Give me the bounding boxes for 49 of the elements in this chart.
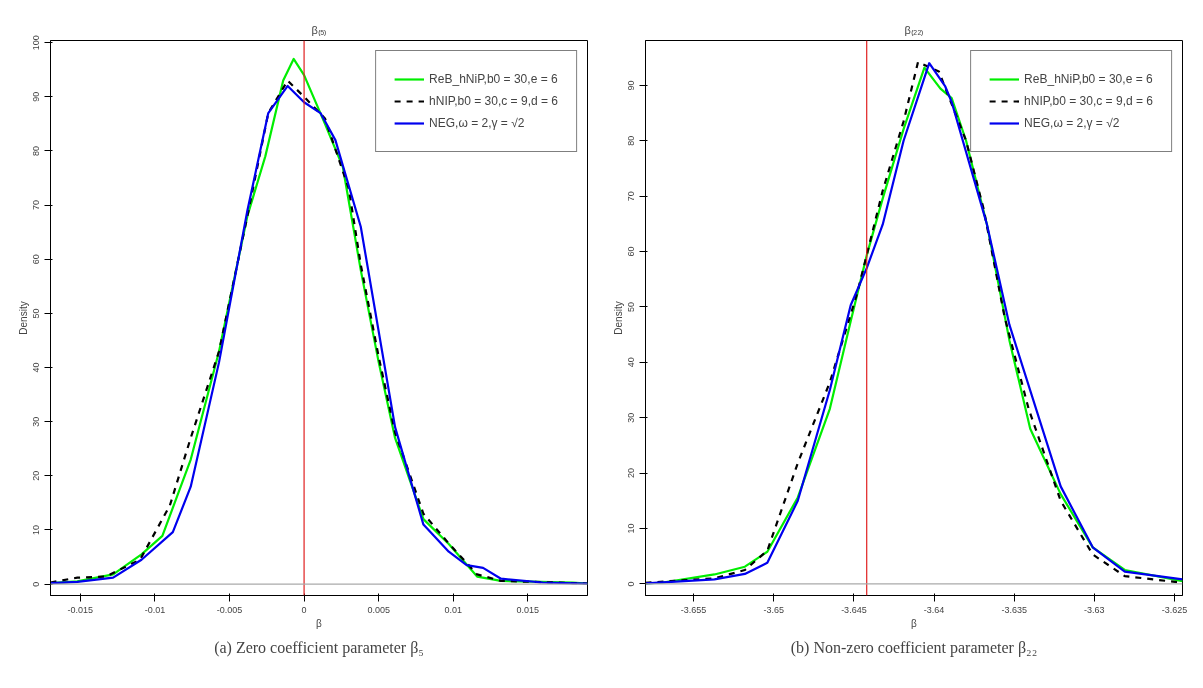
- legend-label: ReB_hNiP,b0 = 30,e = 6: [429, 72, 558, 86]
- y-tick-label: 30: [626, 412, 637, 423]
- y-tick-label: 30: [31, 416, 42, 427]
- chart-title: β₍₅₎: [311, 23, 327, 36]
- x-tick-label: -0.005: [216, 604, 243, 615]
- x-tick-label: -3.645: [841, 604, 867, 615]
- x-tick-label: -3.65: [763, 604, 784, 615]
- y-tick-label: 40: [31, 362, 42, 373]
- y-tick-label: 60: [626, 246, 637, 257]
- x-tick-label: -3.635: [1001, 604, 1027, 615]
- y-tick-label: 20: [626, 468, 637, 479]
- x-tick-label: -3.64: [923, 604, 945, 615]
- y-axis-title: Density: [612, 301, 624, 335]
- y-tick-label: 70: [31, 200, 42, 211]
- x-tick-label: 0: [301, 604, 307, 615]
- x-tick-label: 0.01: [444, 604, 463, 615]
- x-tick-label: -3.655: [680, 604, 707, 615]
- x-tick-label: -3.63: [1084, 604, 1105, 615]
- x-tick-label: -0.015: [67, 604, 94, 615]
- y-tick-label: 90: [31, 91, 42, 102]
- y-tick-label: 10: [31, 524, 42, 535]
- y-axis-title: Density: [17, 301, 29, 335]
- y-tick-label: 50: [31, 308, 42, 319]
- y-tick-label: 0: [626, 581, 637, 587]
- y-tick-label: 40: [626, 357, 637, 368]
- y-tick-label: 100: [31, 35, 42, 51]
- y-tick-label: 80: [626, 135, 637, 146]
- y-tick-label: 10: [626, 523, 637, 534]
- y-tick-label: 60: [31, 254, 42, 265]
- y-tick-label: 80: [31, 145, 42, 156]
- y-tick-label: 50: [626, 301, 637, 312]
- legend-label: ReB_hNiP,b0 = 30,e = 6: [1024, 72, 1153, 86]
- y-tick-label: 70: [626, 191, 637, 202]
- legend-label: NEG,ω = 2,γ = √2: [1024, 116, 1120, 130]
- legend-label: hNIP,b0 = 30,c = 9,d = 6: [1024, 94, 1153, 108]
- y-tick-label: 90: [626, 80, 637, 91]
- legend-label: hNIP,b0 = 30,c = 9,d = 6: [429, 94, 558, 108]
- y-tick-label: 0: [31, 581, 42, 587]
- x-tick-label: -0.01: [144, 604, 166, 615]
- x-tick-label: 0.015: [516, 604, 540, 615]
- text: (b) Non-zero coefficient parameter β₂₂: [790, 638, 1038, 657]
- text: (a) Zero coefficient parameter β₅: [214, 638, 424, 657]
- x-tick-label: 0.005: [367, 604, 390, 615]
- chart-title: β₍₂₂₎: [904, 23, 924, 36]
- x-axis-title: β: [316, 617, 323, 629]
- x-axis-title: β: [911, 617, 918, 629]
- y-tick-label: 20: [31, 470, 42, 481]
- legend-label: NEG,ω = 2,γ = √2: [429, 116, 525, 130]
- x-tick-label: -3.625: [1161, 604, 1188, 615]
